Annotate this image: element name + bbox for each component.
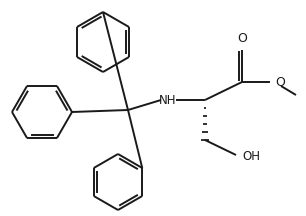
Text: O: O xyxy=(237,32,247,45)
Text: OH: OH xyxy=(242,149,260,162)
Text: O: O xyxy=(275,76,285,89)
Text: NH: NH xyxy=(159,94,177,106)
